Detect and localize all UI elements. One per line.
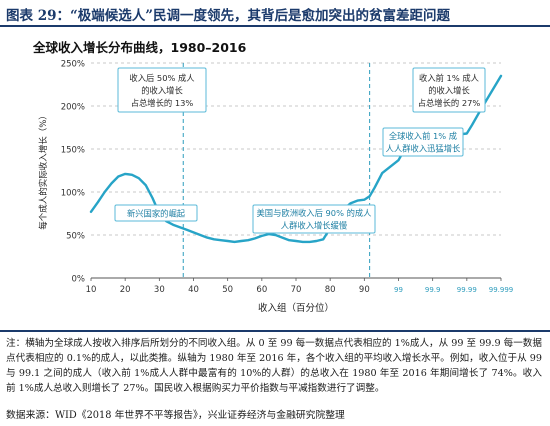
x-tick-label: 20 <box>120 285 131 295</box>
y-tick-label: 200% <box>61 103 85 113</box>
y-tick-label: 50% <box>66 232 85 242</box>
annotation-us-europe-text: 美国与欧洲收入后 90% 的成人 <box>257 208 372 218</box>
chart-title: 全球收入增长分布曲线，1980–2016 <box>33 40 247 55</box>
annotation-bottom-50-text: 收入后 50% 成人 <box>129 73 194 83</box>
figure-header: 图表 29：“极端候选人”民调一度领先，其背后是愈加突出的贫富差距问题 <box>0 0 550 27</box>
y-tick-label: 150% <box>61 146 85 156</box>
x-tick-label: 90 <box>359 285 370 295</box>
data-source: 数据来源：WID《2018 年世界不平等报告》，兴业证券经济与金融研究院整理 <box>6 410 345 421</box>
x-tick-label: 10 <box>86 285 97 295</box>
chart-note: 注：横轴为全球成人按收入排序后所划分的不同收入组。从 0 至 99 每一数据点代… <box>6 338 542 394</box>
footer-divider <box>0 330 550 332</box>
y-tick-label: 0% <box>72 275 86 285</box>
header-divider <box>0 25 550 27</box>
annotation-top-1-surge-text: 人人群收入迅猛增长 <box>386 144 461 154</box>
income-growth-chart: 0% 50% 100% 150% 200% 250% 10 20 30 40 50 60 70 80 90 9… <box>38 60 514 315</box>
x-tick-label: 99.999 <box>489 286 514 294</box>
y-tick-label: 100% <box>61 189 85 199</box>
figure-title: 图表 29：“极端候选人”民调一度领先，其背后是愈加突出的贫富差距问题 <box>6 8 451 24</box>
annotation-top-1-share-text: 收入前 1% 成人 <box>419 73 479 83</box>
income-growth-line <box>89 74 503 244</box>
x-tick-label: 70 <box>291 285 302 295</box>
x-tick-label: 50 <box>222 285 233 295</box>
x-tick-label: 99.99 <box>457 286 477 294</box>
annotation-emerging: 新兴国家的崛起 <box>114 204 198 222</box>
x-tick-label: 99 <box>394 286 403 294</box>
annotation-bottom-50-box <box>117 67 207 113</box>
x-axis-label: 收入组（百分位） <box>258 302 334 314</box>
annotation-bottom-50-text: 的收入增长 <box>141 85 183 95</box>
annotation-top-1-surge-text: 全球收入前 1% 成 <box>389 131 457 141</box>
x-tick-label: 99.9 <box>425 286 441 294</box>
annotation-top-1-share-text: 占总增长的 27% <box>418 98 481 108</box>
x-tick-label: 80 <box>325 285 336 295</box>
annotation-emerging-text: 新兴国家的崛起 <box>127 208 186 218</box>
y-tick-label: 250% <box>61 60 85 70</box>
annotation-top-1-share-text: 的收入增长 <box>428 85 470 95</box>
annotation-emerging-box <box>114 204 198 222</box>
x-tick-label: 60 <box>256 285 267 295</box>
annotation-bottom-50-text: 占总增长的 13% <box>131 98 194 108</box>
annotation-us-europe-text: 人群收入增长缓慢 <box>281 221 348 231</box>
x-tick-label: 40 <box>188 285 199 295</box>
annotation-us-europe-box <box>252 204 376 234</box>
x-tick-label: 30 <box>154 285 165 295</box>
annotation-top-1-surge-box <box>382 127 464 157</box>
annotation-top-1-share-box <box>412 67 486 113</box>
y-axis-label: 每个成人的实际收入增长（%） <box>38 111 49 230</box>
